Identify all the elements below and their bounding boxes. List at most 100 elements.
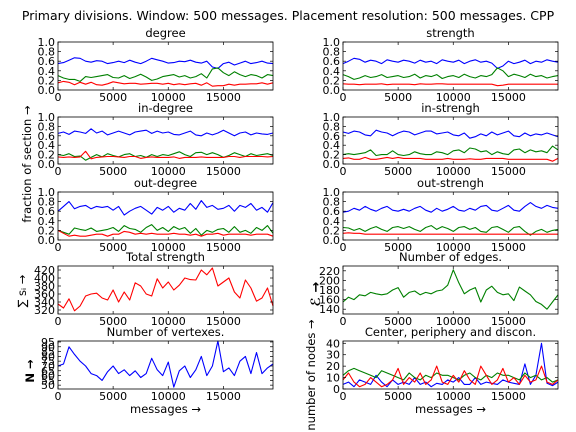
axes-frame [342, 41, 559, 91]
y-tick-label: 0.0 [323, 84, 341, 97]
x-tick-label: 0 [55, 390, 62, 403]
y-tick-label: 160 [319, 294, 340, 307]
y-tick-label: 1.0 [38, 186, 56, 199]
subplot-4: in-strengh 0 5000 10000 15000 0.00.20.40.60.8… [323, 101, 559, 178]
axes-frame [342, 340, 559, 390]
x-tick-label: 15000 [206, 390, 241, 403]
x-tick-label: 15000 [491, 390, 526, 403]
y-tick-label: 0.8 [38, 196, 56, 209]
y-tick-label: 95 [41, 336, 55, 349]
y-tick-label: 0.0 [323, 158, 341, 171]
total-strength-ylabel: ∑ sᵢ → [15, 274, 29, 307]
x-tick-label: 10000 [436, 390, 471, 403]
x-tick-label: 0 [340, 241, 347, 254]
subplot-title: in-degree [138, 101, 193, 115]
y-tick-label: 0.4 [38, 65, 56, 78]
y-tick-label: 0.8 [323, 196, 341, 209]
series-line-2 [57, 224, 274, 236]
y-tick-label: 0.6 [38, 55, 56, 68]
x-tick-label: 5000 [99, 91, 127, 104]
y-tick-label: 0.8 [38, 120, 56, 133]
x-tick-label: 15000 [206, 315, 241, 328]
y-tick-label: 180 [319, 284, 340, 297]
y-tick-label: 0.4 [323, 65, 341, 78]
subplot-title: strength [426, 26, 474, 40]
subplot-title: Number of vertexes. [107, 325, 225, 339]
subplot-2: strength 0 5000 10000 15000 0.00.20.40.60.81.… [323, 26, 559, 104]
y-tick-label: 360 [34, 288, 55, 301]
subplot-6: out-strengh 0 5000 10000 15000 0.00.20.40.60.… [323, 176, 559, 254]
edges-ylabel: ℰ → [309, 281, 324, 306]
y-tick-label: 220 [319, 265, 340, 278]
y-tick-label: 0.6 [38, 205, 56, 218]
axes-frame [57, 41, 274, 91]
series-line-3 [342, 365, 559, 388]
y-tick-label: 80 [41, 350, 55, 363]
series-line-1 [57, 200, 274, 216]
axes-frame [57, 191, 274, 241]
x-tick-label: 0 [55, 315, 62, 328]
subplot-5: out-degree 0 5000 10000 15000 0.00.20.40.60.8… [38, 176, 274, 254]
y-tick-label: 55 [41, 374, 55, 387]
fraction-ylabel: fraction of section → [20, 105, 34, 223]
x-tick-label: 15000 [491, 241, 526, 254]
y-tick-label: 75 [41, 355, 55, 368]
x-tick-label: 10000 [151, 91, 186, 104]
x-tick-label: 5000 [99, 315, 127, 328]
subplot-title: in-strengh [421, 101, 480, 115]
y-tick-label: 0.6 [323, 205, 341, 218]
y-tick-label: 0.4 [323, 215, 341, 228]
axes-frame [57, 116, 274, 165]
y-tick-label: 420 [34, 264, 55, 277]
axes-frame [57, 265, 274, 315]
series-line-1 [57, 128, 274, 137]
y-tick-label: 0.4 [38, 215, 56, 228]
subplot-title: Number of edges. [399, 250, 502, 264]
subplot-title: out-strengh [417, 176, 484, 190]
x-tick-label: 5000 [99, 165, 127, 178]
y-tick-label: 0.4 [323, 139, 341, 152]
x-tick-label: 5000 [384, 390, 412, 403]
x-tick-label: 15000 [206, 165, 241, 178]
y-tick-label: 380 [34, 280, 55, 293]
x-tick-label: 10000 [151, 315, 186, 328]
y-tick-label: 0.2 [38, 224, 56, 237]
y-tick-label: 340 [34, 296, 55, 309]
figure-title: Primary divisions. Window: 500 messages.… [22, 8, 555, 23]
series-line-2 [342, 367, 559, 383]
series-line-3 [342, 156, 559, 162]
y-tick-label: 0.2 [323, 224, 341, 237]
x-tick-label: 15000 [206, 241, 241, 254]
series-line-1 [342, 57, 559, 69]
x-tick-label: 0 [55, 241, 62, 254]
y-tick-label: 0.2 [38, 74, 56, 87]
y-tick-label: 320 [34, 304, 55, 317]
subplot-1: degree 0 5000 10000 15000 0.00.20.40.60.81.0 [38, 26, 274, 104]
x-tick-label: 10000 [151, 390, 186, 403]
x-tick-label: 0 [340, 91, 347, 104]
subplot-title: Total strength [125, 250, 205, 264]
y-tick-label: 40 [326, 337, 340, 350]
x-tick-label: 5000 [99, 390, 127, 403]
x-tick-label: 5000 [384, 241, 412, 254]
y-tick-label: 0.6 [323, 130, 341, 143]
y-tick-label: 400 [34, 272, 55, 285]
x-tick-label: 15000 [491, 91, 526, 104]
x-tick-label: 5000 [384, 315, 412, 328]
x-tick-label: 10000 [436, 315, 471, 328]
x-tick-label: 5000 [384, 91, 412, 104]
x-tick-label: 10000 [151, 165, 186, 178]
y-tick-label: 0.0 [38, 158, 56, 171]
x-tick-label: 15000 [491, 315, 526, 328]
series-line-3 [342, 83, 558, 87]
vertexes-ylabel: N → [23, 359, 37, 383]
y-tick-label: 30 [326, 349, 340, 362]
series-line-3 [342, 232, 558, 235]
y-tick-label: 140 [319, 303, 340, 316]
x-tick-label: 10000 [436, 91, 471, 104]
series-line-2 [57, 67, 274, 82]
series-line-1 [342, 269, 559, 310]
y-tick-label: 0.0 [38, 234, 56, 247]
